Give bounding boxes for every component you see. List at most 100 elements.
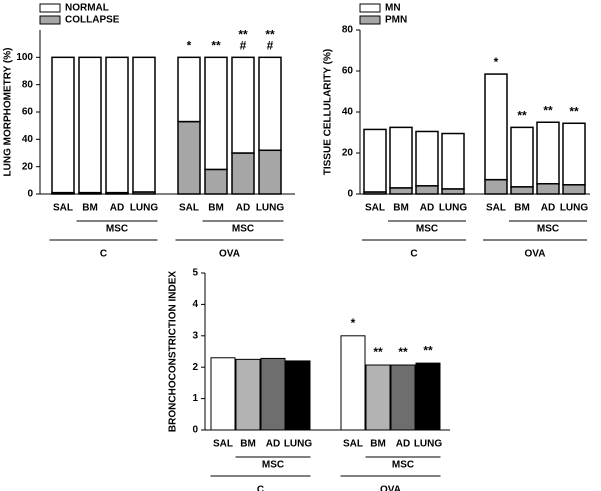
y-tick-label: 1 — [192, 393, 198, 404]
bar-segment — [510, 186, 534, 195]
group-label: OVA — [380, 485, 401, 491]
bar-segment — [389, 187, 413, 195]
x-tick-label: BM — [393, 203, 409, 214]
bar — [390, 364, 416, 431]
bar-segment — [105, 56, 129, 194]
bar-segment — [484, 73, 508, 181]
y-tick-label: 2 — [192, 362, 198, 373]
x-tick-label: BM — [240, 439, 256, 450]
significance-mark: * — [494, 55, 499, 69]
y-axis-label: BRONCHOCONSTRICTION INDEX — [168, 271, 179, 432]
x-tick-label: LUNG — [284, 439, 313, 450]
significance-mark: ** — [211, 39, 221, 53]
bar — [285, 360, 311, 431]
x-tick-label: BM — [82, 203, 98, 214]
y-tick-label: 5 — [192, 268, 198, 279]
subgroup-label: MSC — [106, 224, 128, 235]
bar-segment — [536, 121, 560, 185]
bar-segment — [258, 149, 282, 195]
y-tick-label: 4 — [192, 299, 198, 310]
significance-mark: * — [351, 316, 356, 330]
significance-mark: ** — [238, 28, 248, 42]
significance-mark: ** — [373, 345, 383, 359]
x-tick-label: BM — [514, 203, 530, 214]
bar-segment — [441, 188, 465, 195]
bar-segment — [510, 126, 534, 188]
bar-segment — [204, 168, 228, 195]
bar-segment — [389, 126, 413, 189]
legend-swatch — [359, 15, 381, 25]
legend-swatch — [39, 3, 61, 13]
x-tick-label: AD — [266, 439, 280, 450]
bar-segment — [415, 185, 439, 195]
y-tick-label: 40 — [22, 134, 34, 145]
group-label: OVA — [219, 249, 240, 260]
x-tick-label: AD — [420, 203, 434, 214]
bar-segment — [231, 56, 255, 154]
y-tick-label: 20 — [22, 161, 34, 172]
y-axis-label: TISSUE CELLULARITY (%) — [323, 49, 334, 175]
subgroup-label: MSC — [537, 224, 559, 235]
bar-segment — [363, 128, 387, 193]
significance-mark: # — [240, 39, 247, 53]
x-tick-label: SAL — [53, 203, 73, 214]
bar-segment — [177, 120, 201, 195]
y-tick-label: 60 — [342, 66, 354, 77]
x-tick-label: AD — [396, 439, 410, 450]
bar-segment — [132, 56, 156, 193]
y-tick-label: 80 — [342, 25, 354, 36]
x-tick-label: LUNG — [439, 203, 468, 214]
bar — [260, 357, 286, 431]
subgroup-label: MSC — [262, 460, 284, 471]
x-tick-label: BM — [208, 203, 224, 214]
bar-segment — [51, 56, 75, 194]
y-tick-label: 0 — [192, 425, 198, 436]
bar — [210, 357, 236, 431]
x-tick-label: AD — [541, 203, 555, 214]
bar — [415, 362, 441, 431]
x-tick-label: LUNG — [560, 203, 589, 214]
x-tick-label: BM — [370, 439, 386, 450]
group-label: C — [100, 249, 107, 260]
x-tick-label: SAL — [486, 203, 506, 214]
significance-mark: # — [267, 39, 274, 53]
significance-mark: ** — [265, 28, 275, 42]
group-label: C — [257, 485, 264, 491]
subgroup-label: MSC — [232, 224, 254, 235]
x-tick-label: LUNG — [414, 439, 443, 450]
y-tick-label: 20 — [342, 148, 354, 159]
bar-segment — [177, 56, 201, 123]
bar-segment — [441, 132, 465, 190]
group-label: C — [410, 249, 417, 260]
bar — [365, 364, 391, 431]
legend-swatch — [39, 15, 61, 25]
bar-segment — [258, 56, 282, 152]
subgroup-label: MSC — [416, 224, 438, 235]
bar-segment — [562, 122, 586, 186]
significance-mark: ** — [398, 345, 408, 359]
x-tick-label: AD — [236, 203, 250, 214]
x-tick-label: AD — [110, 203, 124, 214]
y-tick-label: 0 — [347, 189, 353, 200]
bar-segment — [231, 152, 255, 195]
bar — [235, 358, 261, 431]
x-tick-label: SAL — [179, 203, 199, 214]
bar-segment — [204, 56, 228, 171]
legend-label: PMN — [385, 15, 407, 26]
group-label: OVA — [525, 249, 546, 260]
subgroup-label: MSC — [392, 460, 414, 471]
legend-label: NORMAL — [65, 3, 109, 14]
significance-mark: * — [187, 39, 192, 53]
x-tick-label: LUNG — [256, 203, 285, 214]
x-tick-label: SAL — [213, 439, 233, 450]
x-tick-label: SAL — [343, 439, 363, 450]
x-tick-label: SAL — [365, 203, 385, 214]
bar — [340, 335, 366, 431]
y-tick-label: 80 — [22, 79, 34, 90]
legend-label: MN — [385, 3, 401, 14]
x-tick-label: LUNG — [130, 203, 159, 214]
significance-mark: ** — [517, 109, 527, 123]
significance-mark: ** — [423, 343, 433, 357]
y-tick-label: 60 — [22, 107, 34, 118]
